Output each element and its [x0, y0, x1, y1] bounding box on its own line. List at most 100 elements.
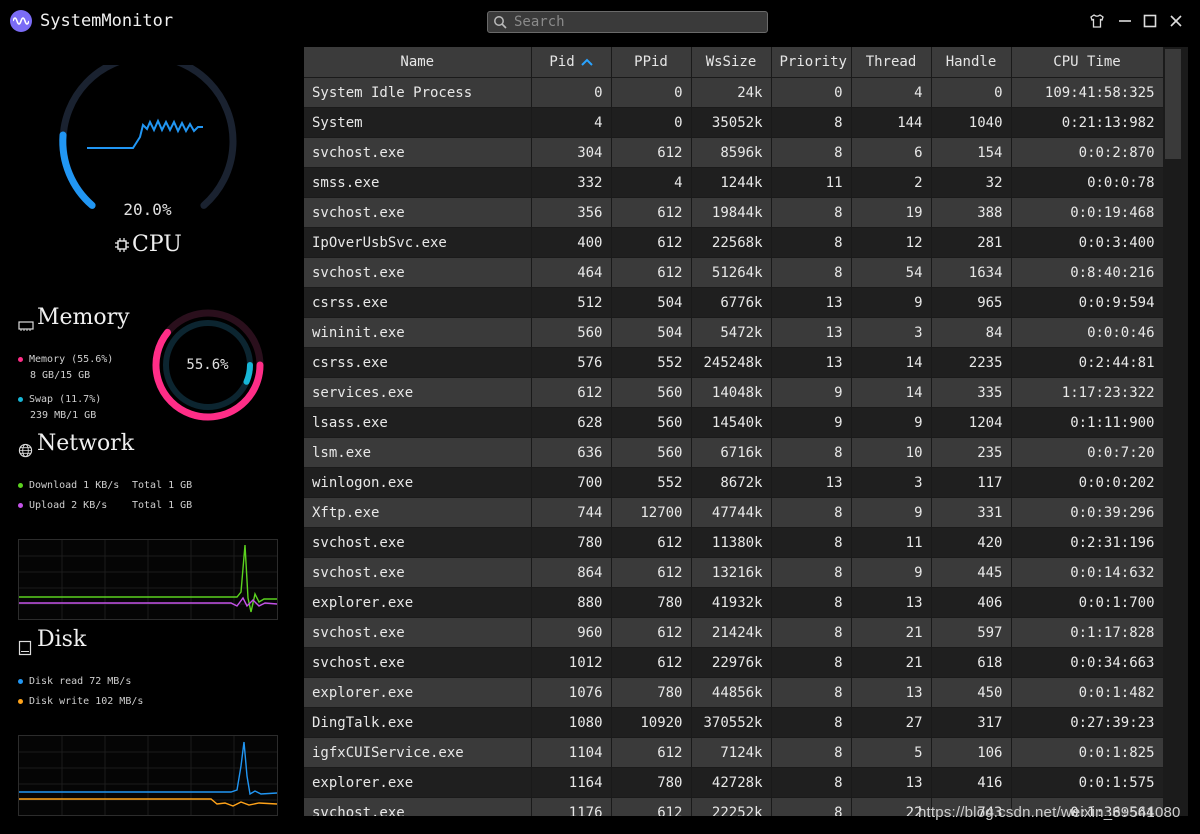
- cell-handle: 0: [931, 77, 1012, 108]
- table-row[interactable]: IpOverUsbSvc.exe 400 612 22568k 8 12 281 0:0:3:…: [304, 227, 1163, 258]
- table-row[interactable]: svchost.exe 864 612 13216k 8 9 445 0:0:14:632: [304, 557, 1163, 588]
- title-bar: SystemMonitor: [0, 0, 1200, 44]
- network-graph: [18, 539, 278, 620]
- cell-cpu-time: 0:8:40:216: [1011, 257, 1163, 288]
- cell-thread: 21: [851, 647, 932, 678]
- table-row[interactable]: smss.exe 332 4 1244k 11 2 32 0:0:0:78: [304, 167, 1163, 198]
- disk-read-line: [19, 741, 277, 796]
- cell-cpu-time: 0:0:9:594: [1011, 287, 1163, 318]
- cell-pid: 636: [531, 437, 612, 468]
- cell-thread: 9: [851, 407, 932, 438]
- table-row[interactable]: explorer.exe 1076 780 44856k 8 13 450 0:0:1:482: [304, 677, 1163, 708]
- cell-name: svchost.exe: [304, 557, 532, 588]
- disk-write-line: [19, 798, 277, 807]
- table-row[interactable]: Xftp.exe 744 12700 47744k 8 9 331 0:0:39:296: [304, 497, 1163, 528]
- cell-thread: 22: [851, 797, 932, 816]
- cell-pid: 332: [531, 167, 612, 198]
- disk-write-legend: Disk write 102 MB/s: [18, 694, 143, 709]
- cell-name: csrss.exe: [304, 347, 532, 378]
- swap-legend: Swap (11.7%): [18, 392, 101, 407]
- search-input[interactable]: [514, 12, 762, 32]
- column-header-cpu-time[interactable]: CPU Time: [1011, 47, 1163, 78]
- table-row[interactable]: svchost.exe 1012 612 22976k 8 21 618 0:0:34:663: [304, 647, 1163, 678]
- cell-priority: 13: [771, 467, 852, 498]
- cell-priority: 8: [771, 587, 852, 618]
- cell-ppid: 780: [611, 767, 692, 798]
- cell-thread: 9: [851, 557, 932, 588]
- cell-cpu-time: 0:0:1:825: [1011, 737, 1163, 768]
- table-row[interactable]: lsass.exe 628 560 14540k 9 9 1204 0:1:11:900: [304, 407, 1163, 438]
- cell-thread: 2: [851, 167, 932, 198]
- cell-ppid: 12700: [611, 497, 692, 528]
- memory-amount: 8 GB/15 GB: [30, 370, 91, 381]
- table-row[interactable]: services.exe 612 560 14048k 9 14 335 1:17:23:32…: [304, 377, 1163, 408]
- cell-wssize: 51264k: [691, 257, 772, 288]
- table-row[interactable]: svchost.exe 304 612 8596k 8 6 154 0:0:2:870: [304, 137, 1163, 168]
- table-row[interactable]: csrss.exe 576 552 245248k 13 14 2235 0:2:44:81: [304, 347, 1163, 378]
- table-row[interactable]: System Idle Process 0 0 24k 0 4 0 109:41:58:325: [304, 77, 1163, 108]
- upload-rate: Upload 2 KB/s: [29, 500, 108, 511]
- cell-wssize: 44856k: [691, 677, 772, 708]
- cpu-gauge-track: [59, 65, 237, 209]
- cell-pid: 700: [531, 467, 612, 498]
- cell-name: DingTalk.exe: [304, 707, 532, 738]
- table-scrollbar[interactable]: [1163, 47, 1188, 816]
- column-header-ppid[interactable]: PPid: [611, 47, 692, 78]
- cell-cpu-time: 0:0:1:700: [1011, 587, 1163, 618]
- cell-name: igfxCUIService.exe: [304, 737, 532, 768]
- column-header-wssize[interactable]: WsSize: [691, 47, 772, 78]
- table-scroll-thumb[interactable]: [1165, 49, 1181, 159]
- table-row[interactable]: igfxCUIService.exe 1104 612 7124k 8 5 106 0:0:1…: [304, 737, 1163, 768]
- memory-gauge: [152, 309, 264, 421]
- cell-pid: 612: [531, 377, 612, 408]
- column-header-priority[interactable]: Priority: [771, 47, 852, 78]
- search-box[interactable]: [487, 11, 768, 33]
- swap-usage-text: Swap (11.7%): [29, 394, 102, 405]
- column-header-thread[interactable]: Thread: [851, 47, 932, 78]
- cell-priority: 8: [771, 137, 852, 168]
- download-legend: Download 1 KB/s: [18, 478, 119, 493]
- table-row[interactable]: svchost.exe 780 612 11380k 8 11 420 0:2:31:196: [304, 527, 1163, 558]
- table-row[interactable]: System 4 0 35052k 8 144 1040 0:21:13:982: [304, 107, 1163, 138]
- table-row[interactable]: explorer.exe 880 780 41932k 8 13 406 0:0:1:700: [304, 587, 1163, 618]
- cell-thread: 14: [851, 347, 932, 378]
- cell-ppid: 4: [611, 167, 692, 198]
- table-row[interactable]: svchost.exe 356 612 19844k 8 19 388 0:0:19:468: [304, 197, 1163, 228]
- maximize-button[interactable]: [1141, 12, 1159, 30]
- column-header-pid[interactable]: Pid: [531, 47, 612, 78]
- cell-name: svchost.exe: [304, 137, 532, 168]
- cell-ppid: 612: [611, 527, 692, 558]
- cell-priority: 9: [771, 377, 852, 408]
- cell-name: svchost.exe: [304, 197, 532, 228]
- cell-wssize: 5472k: [691, 317, 772, 348]
- cell-ppid: 612: [611, 197, 692, 228]
- table-row[interactable]: svchost.exe 464 612 51264k 8 54 1634 0:8:40:216: [304, 257, 1163, 288]
- table-row[interactable]: wininit.exe 560 504 5472k 13 3 84 0:0:0:46: [304, 317, 1163, 348]
- table-row[interactable]: winlogon.exe 700 552 8672k 13 3 117 0:0:0:202: [304, 467, 1163, 498]
- table-row[interactable]: svchost.exe 960 612 21424k 8 21 597 0:1:17:828: [304, 617, 1163, 648]
- cell-wssize: 14540k: [691, 407, 772, 438]
- table-row[interactable]: svchost.exe 1176 612 22252k 8 22 743 0:1:36:564: [304, 797, 1163, 816]
- table-row[interactable]: csrss.exe 512 504 6776k 13 9 965 0:0:9:594: [304, 287, 1163, 318]
- skin-button[interactable]: [1088, 12, 1106, 30]
- cell-name: lsass.exe: [304, 407, 532, 438]
- table-row[interactable]: DingTalk.exe 1080 10920 370552k 8 27 317 0:27:3…: [304, 707, 1163, 738]
- cell-pid: 1080: [531, 707, 612, 738]
- cell-name: Xftp.exe: [304, 497, 532, 528]
- cell-ppid: 10920: [611, 707, 692, 738]
- table-row[interactable]: explorer.exe 1164 780 42728k 8 13 416 0:0:1:575: [304, 767, 1163, 798]
- cell-wssize: 7124k: [691, 737, 772, 768]
- table-row[interactable]: lsm.exe 636 560 6716k 8 10 235 0:0:7:20: [304, 437, 1163, 468]
- disk-read-dot: [18, 678, 23, 684]
- cell-handle: 450: [931, 677, 1012, 708]
- cell-thread: 6: [851, 137, 932, 168]
- close-button[interactable]: [1167, 12, 1185, 30]
- cell-wssize: 8672k: [691, 467, 772, 498]
- column-header-handle[interactable]: Handle: [931, 47, 1012, 78]
- cell-ppid: 612: [611, 137, 692, 168]
- column-header-name[interactable]: Name: [304, 47, 532, 78]
- cell-pid: 1012: [531, 647, 612, 678]
- cell-name: System: [304, 107, 532, 138]
- cell-handle: 618: [931, 647, 1012, 678]
- minimize-button[interactable]: [1116, 12, 1134, 30]
